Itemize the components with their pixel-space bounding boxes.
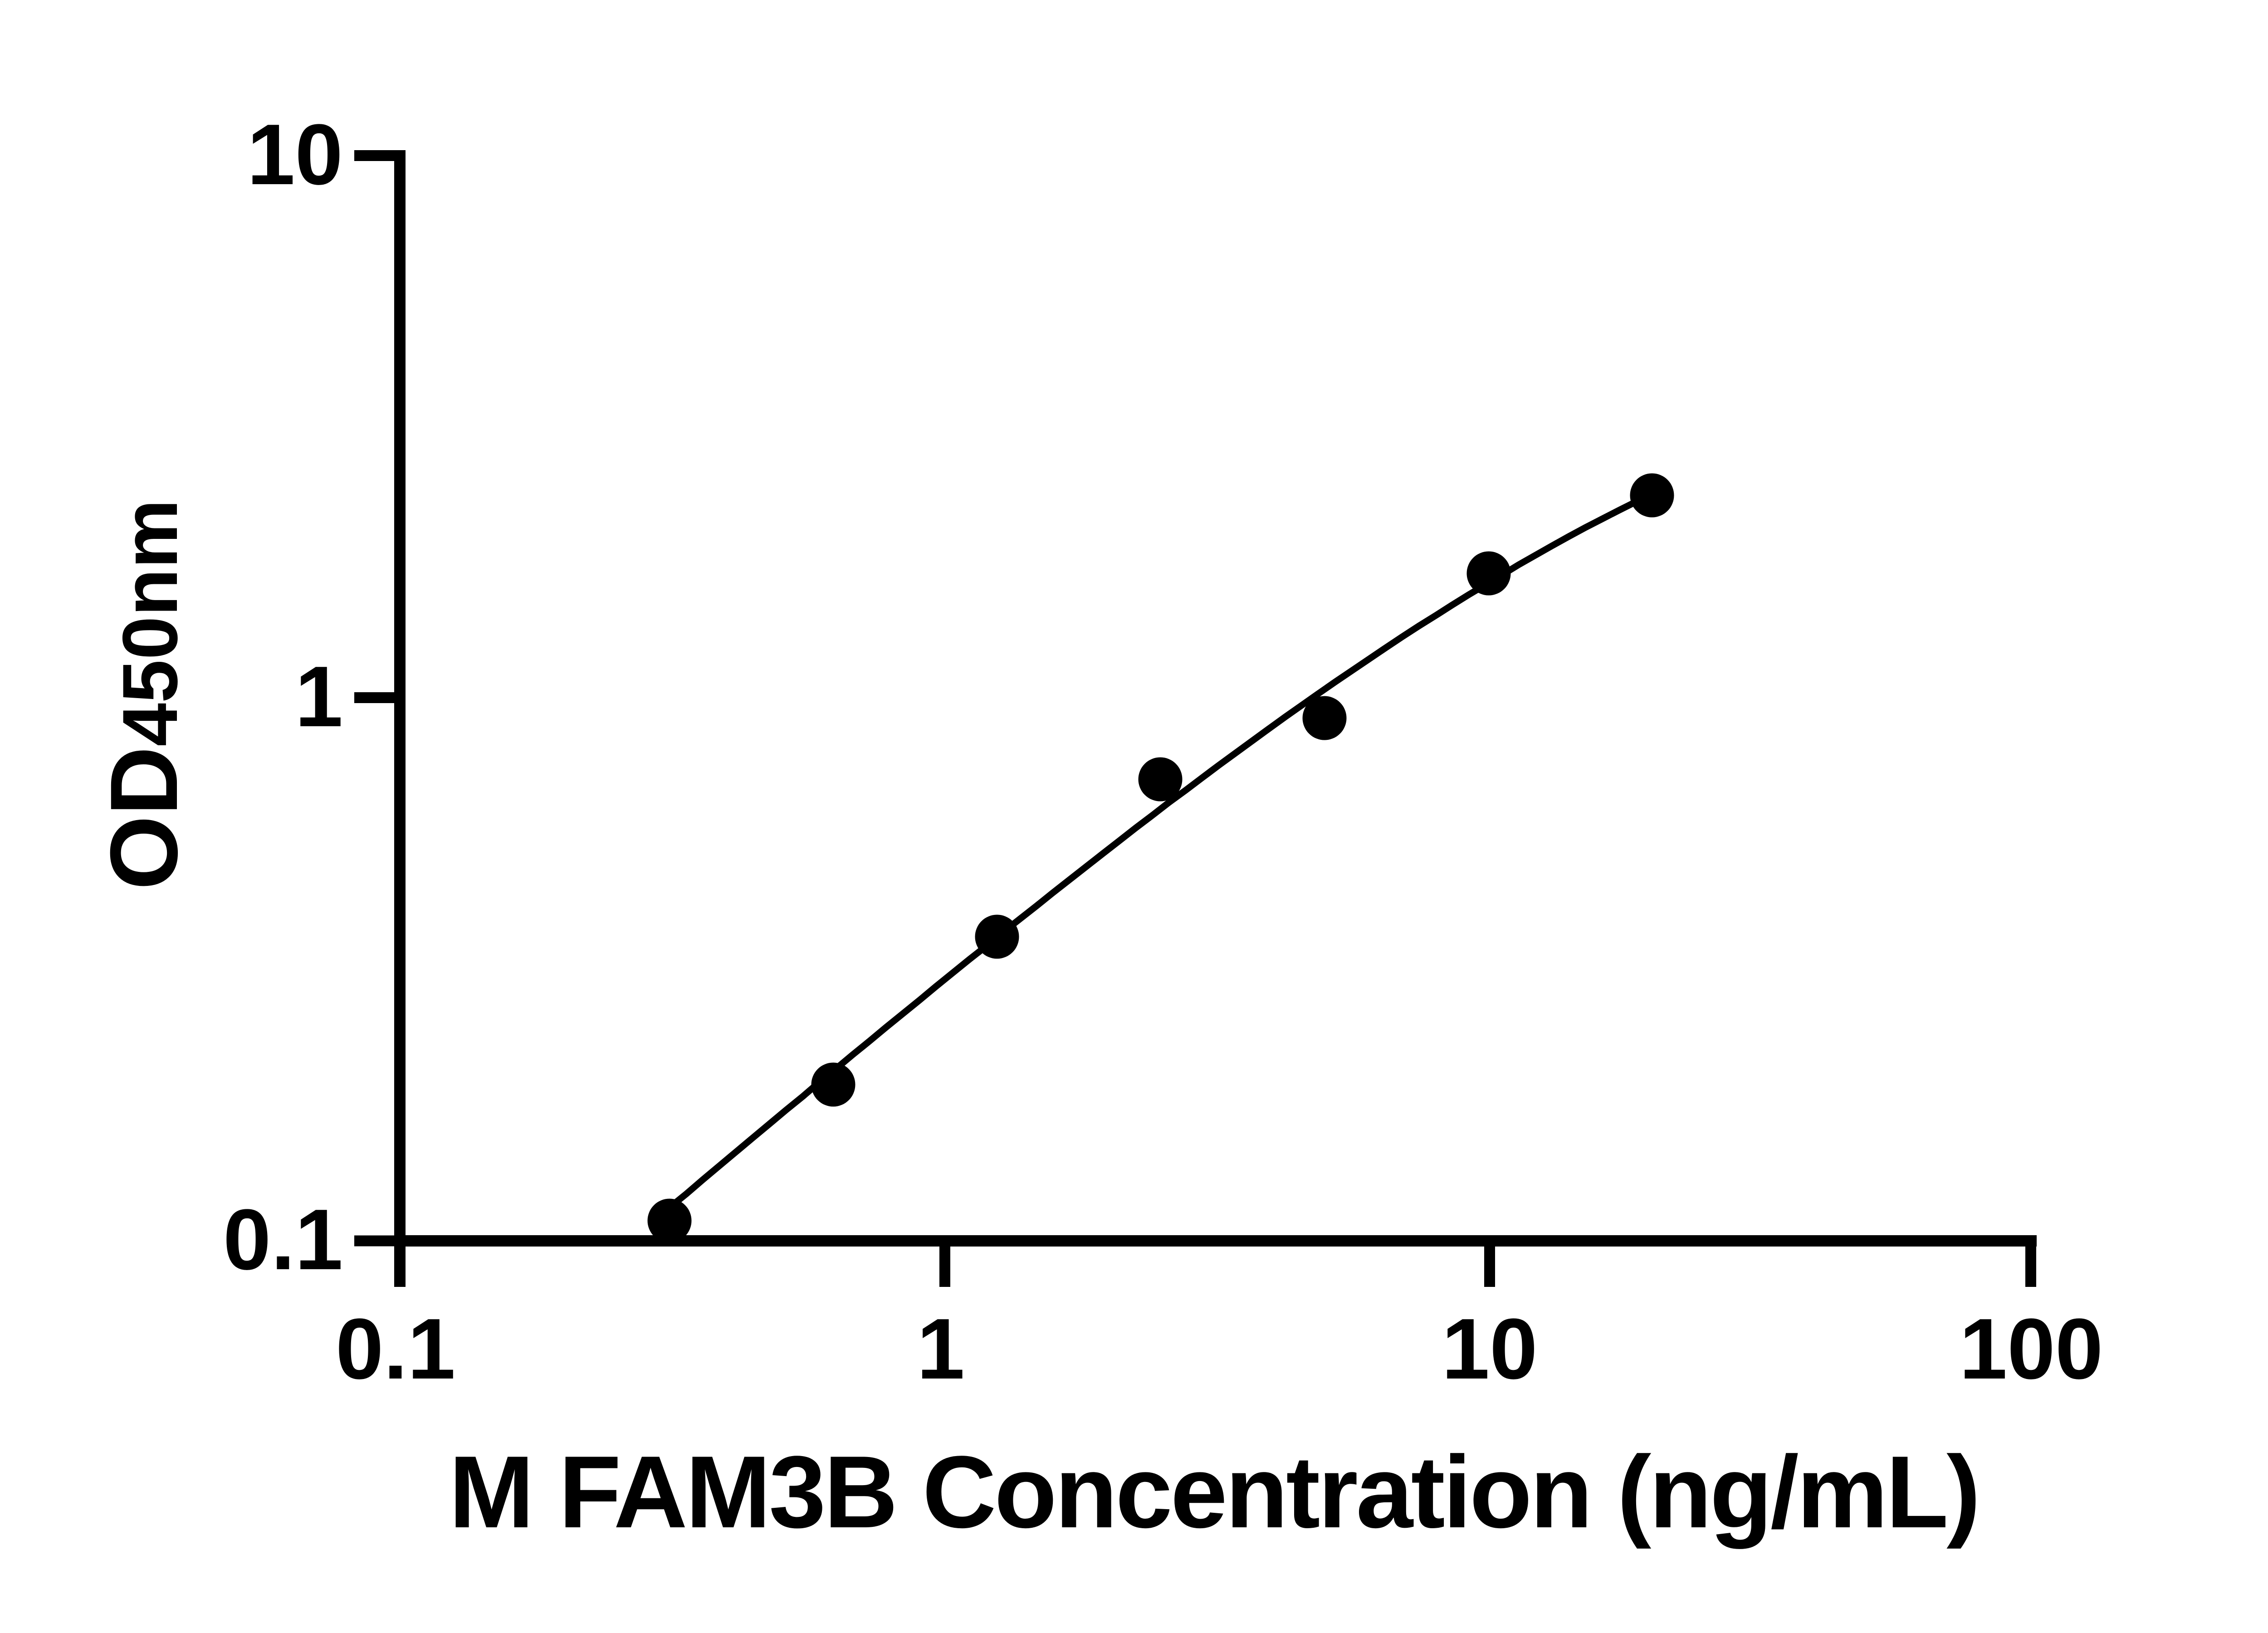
svg-text:100: 100 <box>1959 1301 2103 1397</box>
svg-text:10: 10 <box>247 107 343 203</box>
svg-text:1: 1 <box>295 649 343 745</box>
svg-text:0.1: 0.1 <box>223 1192 343 1288</box>
svg-text:1: 1 <box>917 1301 965 1397</box>
svg-text:OD450nm: OD450nm <box>90 499 197 890</box>
svg-text:M FAM3B Concentration (ng/mL): M FAM3B Concentration (ng/mL) <box>449 1434 1981 1549</box>
svg-text:10: 10 <box>1442 1301 1537 1397</box>
svg-text:0.1: 0.1 <box>336 1301 455 1397</box>
